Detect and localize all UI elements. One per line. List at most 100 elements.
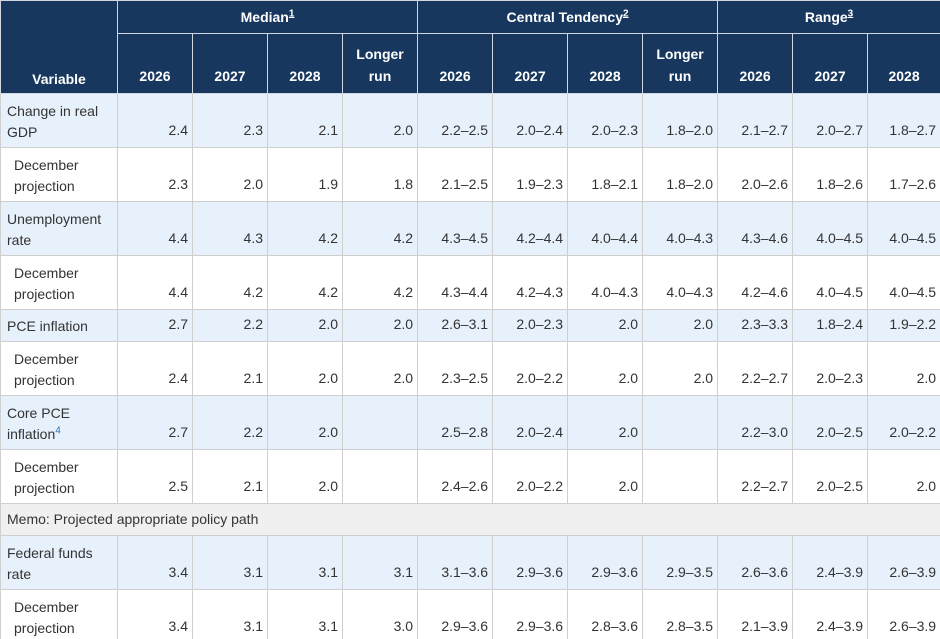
- table-row: Unemployment rate 4.4 4.3 4.2 4.2 4.3–4.5 4.2–…: [0, 201, 940, 256]
- table-row: December projection 4.4 4.2 4.2 4.2 4.3–4.4 4.…: [0, 255, 940, 310]
- footnote-link[interactable]: 3: [847, 8, 854, 20]
- value-cell: 2.0–2.3: [792, 341, 869, 396]
- column-header: 2028: [267, 33, 343, 94]
- footnote-ref[interactable]: 4: [55, 425, 61, 437]
- value-cell: 2.0: [267, 395, 343, 450]
- value-cell: 1.8–2.4: [792, 309, 869, 342]
- value-cell: 3.1: [192, 589, 268, 639]
- value-cell: 2.0: [267, 449, 343, 504]
- value-cell: 1.9–2.2: [867, 309, 940, 342]
- table-header: Variable Median1 Central Tendency2 Range3 …: [0, 0, 940, 94]
- value-cell: 1.8–2.0: [642, 147, 719, 202]
- value-cell: 2.7: [117, 395, 193, 450]
- value-cell: 2.0–2.6: [717, 147, 794, 202]
- variable-header: Variable: [0, 0, 118, 94]
- table-row: Change in real GDP 2.4 2.3 2.1 2.0 2.2–2.5 2.0…: [0, 93, 940, 148]
- row-label: December projection: [0, 147, 118, 202]
- value-cell: 2.9–3.5: [642, 535, 719, 590]
- table-body: Change in real GDP 2.4 2.3 2.1 2.0 2.2–2.5 2.0…: [0, 93, 940, 639]
- row-label-text: PCE inflation: [7, 318, 88, 334]
- footnote-ref: 2: [623, 8, 629, 19]
- row-label-text: Core PCE inflation: [7, 405, 71, 442]
- value-cell: 1.8–2.1: [567, 147, 644, 202]
- value-cell: 2.0: [567, 449, 644, 504]
- value-cell: 2.6–3.1: [417, 309, 494, 342]
- table-row: December projection 2.5 2.1 2.0 2.4–2.6 2.0–2…: [0, 449, 940, 504]
- value-cell: 2.3–3.3: [717, 309, 794, 342]
- group-label: Median: [240, 9, 289, 25]
- value-cell: 2.0: [567, 395, 644, 450]
- value-cell: 2.8–3.5: [642, 589, 719, 639]
- value-cell: 2.4: [117, 93, 193, 148]
- row-label-text: December projection: [14, 351, 79, 388]
- value-cell: 3.1: [192, 535, 268, 590]
- footnote-link[interactable]: 2: [622, 8, 629, 20]
- value-cell: 2.9–3.6: [492, 535, 569, 590]
- row-label-text: December projection: [14, 459, 79, 496]
- value-cell: 4.4: [117, 201, 193, 256]
- value-cell: 2.4–3.9: [792, 589, 869, 639]
- value-cell: 2.0–2.5: [792, 395, 869, 450]
- value-cell: 4.3–4.4: [417, 255, 494, 310]
- group-header: Range3: [717, 0, 940, 34]
- value-cell: 2.1: [192, 449, 268, 504]
- value-cell: 1.8–2.7: [867, 93, 940, 148]
- value-cell: 3.4: [117, 535, 193, 590]
- row-label: Unemployment rate: [0, 201, 118, 256]
- value-cell: 2.6–3.9: [867, 535, 940, 590]
- value-cell: 4.2–4.4: [492, 201, 569, 256]
- column-header: 2028: [567, 33, 644, 94]
- table-row: Federal funds rate 3.4 3.1 3.1 3.1 3.1–3.6 2.9…: [0, 535, 940, 590]
- value-cell: 2.0: [867, 449, 940, 504]
- column-header: 2027: [492, 33, 569, 94]
- row-label-text: Unemployment rate: [7, 211, 102, 248]
- value-cell: 4.3: [192, 201, 268, 256]
- value-cell: 2.9–3.6: [492, 589, 569, 639]
- footnote-ref: 3: [848, 8, 854, 19]
- value-cell: 4.2: [267, 255, 343, 310]
- value-cell: 2.1–3.9: [717, 589, 794, 639]
- value-cell: 2.0–2.3: [492, 309, 569, 342]
- value-cell: 2.2–2.7: [717, 341, 794, 396]
- value-cell: 4.2: [341, 255, 419, 310]
- table-row: December projection 3.4 3.1 3.1 3.0 2.9–3.6 2.…: [0, 589, 940, 639]
- row-label-text: Change in real GDP: [7, 103, 99, 140]
- value-cell: 2.5: [117, 449, 193, 504]
- value-cell: 2.0: [642, 341, 719, 396]
- row-label-text: December projection: [14, 157, 79, 194]
- value-cell: 4.2–4.3: [492, 255, 569, 310]
- value-cell: 4.3–4.6: [717, 201, 794, 256]
- footnote-link[interactable]: 1: [288, 8, 295, 20]
- column-header: Longer run: [341, 33, 419, 94]
- column-header: 2027: [192, 33, 268, 94]
- value-cell: 2.9–3.6: [567, 535, 644, 590]
- value-cell: 3.0: [341, 589, 419, 639]
- row-label: December projection: [0, 589, 118, 639]
- value-cell: 2.0: [567, 341, 644, 396]
- value-cell: 1.7–2.6: [867, 147, 940, 202]
- row-label: Change in real GDP: [0, 93, 118, 148]
- value-cell: 2.2–2.5: [417, 93, 494, 148]
- column-header: Longer run: [642, 33, 719, 94]
- value-cell: 2.2: [192, 395, 268, 450]
- group-label: Range: [804, 9, 848, 25]
- value-cell: 2.0–2.3: [567, 93, 644, 148]
- value-cell: 2.1: [192, 341, 268, 396]
- value-cell: 2.6–3.6: [717, 535, 794, 590]
- column-header: 2028: [867, 33, 940, 94]
- value-cell: 2.0–2.2: [492, 449, 569, 504]
- memo-row: Memo: Projected appropriate policy path: [0, 503, 940, 536]
- value-cell: 4.0–4.5: [867, 201, 940, 256]
- row-label: PCE inflation: [0, 309, 118, 342]
- value-cell: 1.8: [341, 147, 419, 202]
- column-header: 2026: [117, 33, 193, 94]
- row-label: December projection: [0, 341, 118, 396]
- value-cell: 2.0: [267, 341, 343, 396]
- value-cell: 2.3–2.5: [417, 341, 494, 396]
- value-cell: 4.3–4.5: [417, 201, 494, 256]
- value-cell: 2.2: [192, 309, 268, 342]
- value-cell: 2.4–3.9: [792, 535, 869, 590]
- value-cell: 2.0–2.7: [792, 93, 869, 148]
